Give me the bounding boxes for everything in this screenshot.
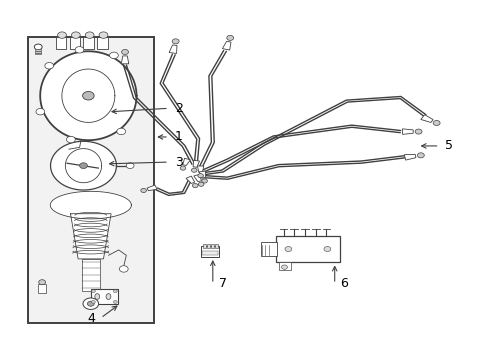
Circle shape	[192, 184, 198, 188]
Circle shape	[141, 188, 146, 193]
Circle shape	[99, 32, 108, 39]
Circle shape	[71, 32, 80, 39]
Circle shape	[39, 280, 45, 285]
Bar	[35, 51, 41, 53]
Circle shape	[58, 32, 66, 39]
Bar	[38, 284, 46, 293]
Polygon shape	[70, 214, 111, 259]
Circle shape	[414, 129, 421, 134]
Polygon shape	[50, 141, 116, 190]
Text: 2: 2	[174, 102, 183, 115]
Polygon shape	[121, 56, 128, 64]
Polygon shape	[404, 154, 415, 160]
Polygon shape	[50, 191, 131, 219]
Bar	[56, 37, 66, 49]
Text: 6: 6	[340, 278, 348, 291]
Polygon shape	[402, 129, 412, 134]
Circle shape	[285, 247, 291, 252]
Circle shape	[432, 121, 439, 126]
Circle shape	[91, 301, 95, 303]
Circle shape	[87, 301, 94, 306]
Circle shape	[281, 265, 287, 269]
Circle shape	[113, 290, 117, 293]
Bar	[202, 251, 217, 255]
Polygon shape	[193, 174, 201, 182]
Bar	[278, 262, 290, 270]
Polygon shape	[199, 171, 205, 178]
Bar	[214, 244, 217, 248]
Circle shape	[36, 108, 44, 115]
Bar	[203, 244, 205, 248]
Bar	[97, 37, 108, 49]
Bar	[83, 37, 94, 49]
Circle shape	[109, 52, 118, 59]
Ellipse shape	[95, 294, 100, 300]
Circle shape	[119, 266, 128, 272]
Bar	[35, 49, 41, 51]
Bar	[276, 235, 339, 262]
Bar	[206, 244, 209, 248]
Polygon shape	[185, 176, 194, 184]
Ellipse shape	[106, 294, 111, 300]
Circle shape	[191, 168, 197, 172]
Text: 5: 5	[445, 139, 452, 152]
Circle shape	[180, 166, 185, 170]
Bar	[210, 244, 213, 248]
Polygon shape	[40, 51, 136, 140]
Circle shape	[45, 63, 54, 69]
Text: 4: 4	[87, 311, 95, 325]
Circle shape	[34, 44, 42, 50]
Circle shape	[113, 301, 117, 303]
Circle shape	[82, 91, 94, 100]
Bar	[82, 259, 100, 291]
Bar	[69, 37, 80, 49]
Polygon shape	[147, 185, 157, 191]
Circle shape	[85, 32, 94, 39]
Bar	[260, 242, 277, 256]
Polygon shape	[193, 160, 199, 167]
Circle shape	[172, 39, 179, 44]
Polygon shape	[183, 158, 190, 166]
Circle shape	[91, 290, 95, 293]
Circle shape	[226, 35, 233, 40]
Polygon shape	[169, 45, 177, 54]
Polygon shape	[420, 115, 432, 122]
Circle shape	[417, 153, 424, 158]
Polygon shape	[222, 41, 230, 50]
Circle shape	[80, 163, 87, 168]
Circle shape	[198, 174, 203, 178]
Circle shape	[198, 182, 203, 186]
Text: 3: 3	[174, 156, 183, 168]
Circle shape	[75, 46, 84, 53]
Circle shape	[324, 247, 330, 252]
Circle shape	[117, 128, 125, 135]
Circle shape	[202, 179, 207, 183]
Circle shape	[126, 163, 134, 168]
Circle shape	[83, 298, 99, 310]
Bar	[35, 53, 41, 54]
Bar	[200, 246, 219, 257]
Bar	[27, 37, 154, 323]
Text: 7: 7	[218, 278, 226, 291]
Polygon shape	[197, 166, 203, 172]
Text: 1: 1	[174, 130, 183, 144]
Circle shape	[122, 49, 128, 54]
Bar	[91, 289, 118, 304]
Circle shape	[66, 136, 75, 143]
